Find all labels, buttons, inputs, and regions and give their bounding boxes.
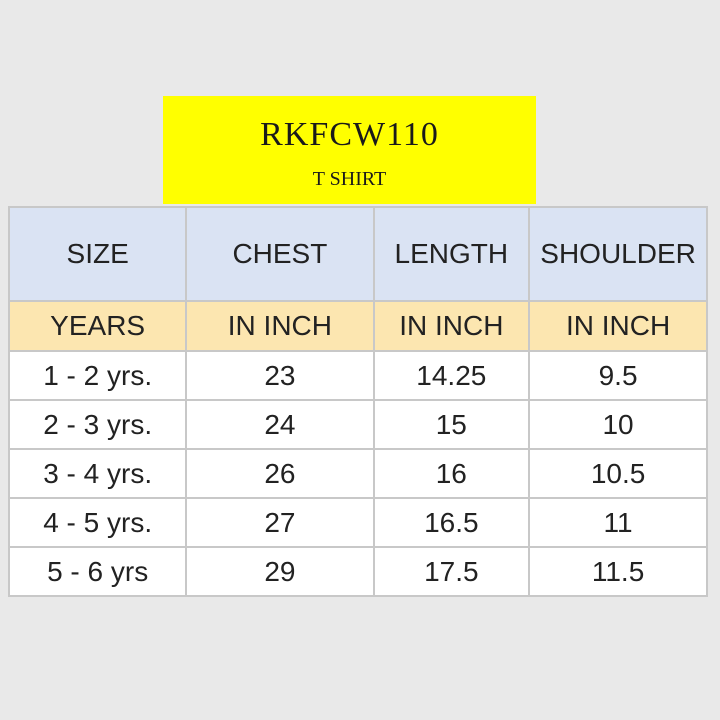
cell-chest: 27 [185, 497, 375, 548]
cell-chest: 26 [185, 448, 375, 499]
cell-length: 16.5 [372, 497, 531, 548]
cell-chest: 24 [185, 399, 375, 450]
product-title-box: RKFCW110 T SHIRT [163, 96, 536, 204]
cell-shoulder: 11 [528, 497, 708, 548]
cell-shoulder: 11.5 [528, 546, 708, 597]
cell-chest: 29 [185, 546, 375, 597]
cell-size: 1 - 2 yrs. [7, 350, 188, 401]
unit-chest: IN INCH [185, 300, 375, 352]
cell-length: 15 [372, 399, 531, 450]
cell-length: 16 [372, 448, 531, 499]
cell-size: 3 - 4 yrs. [7, 448, 188, 499]
table-row: 4 - 5 yrs. 27 16.5 11 [7, 497, 708, 548]
header-shoulder: SHOULDER [528, 206, 708, 302]
units-row: YEARS IN INCH IN INCH IN INCH [7, 300, 708, 352]
cell-length: 14.25 [372, 350, 531, 401]
header-size: SIZE [7, 206, 188, 302]
cell-size: 4 - 5 yrs. [7, 497, 188, 548]
header-chest: CHEST [185, 206, 375, 302]
header-row: SIZE CHEST LENGTH SHOULDER [7, 206, 708, 302]
product-code: RKFCW110 [260, 116, 439, 153]
unit-length: IN INCH [372, 300, 531, 352]
product-type: T SHIRT [312, 168, 387, 190]
cell-shoulder: 9.5 [528, 350, 708, 401]
unit-size: YEARS [7, 300, 188, 352]
table-row: 1 - 2 yrs. 23 14.25 9.5 [7, 350, 708, 401]
cell-size: 5 - 6 yrs [7, 546, 188, 597]
unit-shoulder: IN INCH [528, 300, 708, 352]
table-row: 2 - 3 yrs. 24 15 10 [7, 399, 708, 450]
table-row: 5 - 6 yrs 29 17.5 11.5 [7, 546, 708, 597]
cell-shoulder: 10 [528, 399, 708, 450]
cell-size: 2 - 3 yrs. [7, 399, 188, 450]
cell-shoulder: 10.5 [528, 448, 708, 499]
cell-length: 17.5 [372, 546, 531, 597]
table-row: 3 - 4 yrs. 26 16 10.5 [7, 448, 708, 499]
header-length: LENGTH [372, 206, 531, 302]
size-chart-table: SIZE CHEST LENGTH SHOULDER YEARS IN INCH… [7, 206, 708, 597]
cell-chest: 23 [185, 350, 375, 401]
